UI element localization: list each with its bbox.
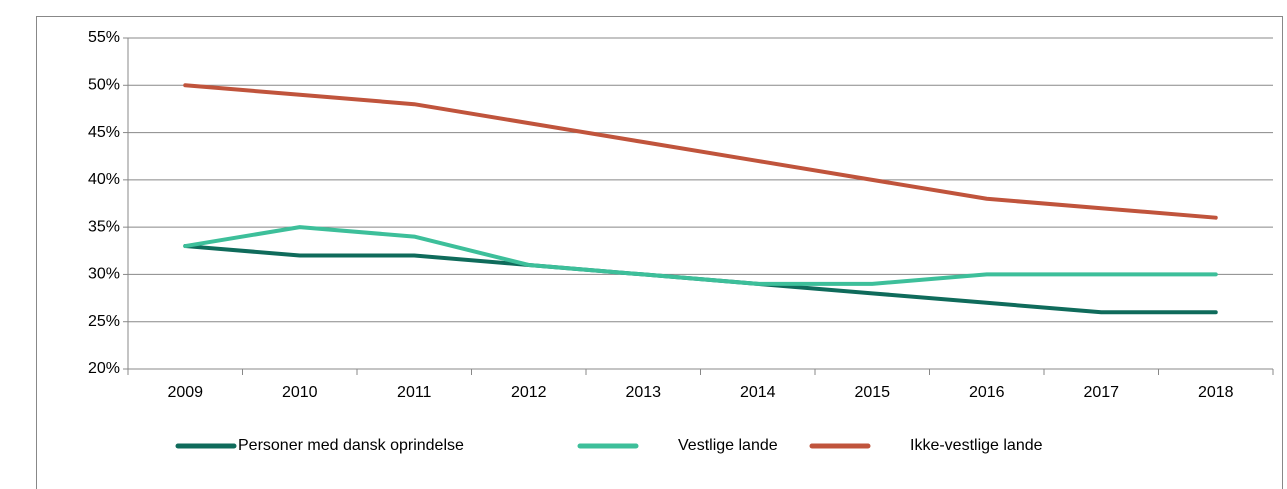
x-tick-label: 2009 <box>167 384 203 401</box>
legend-label: Vestlige lande <box>678 437 778 454</box>
legend-label: Personer med dansk oprindelse <box>238 437 464 454</box>
x-tick-label: 2016 <box>969 384 1005 401</box>
x-tick-label: 2015 <box>854 384 890 401</box>
series-line <box>183 225 1218 286</box>
y-tick-label: 30% <box>88 266 120 283</box>
y-tick-label: 40% <box>88 171 120 188</box>
x-tick-label: 2014 <box>740 384 776 401</box>
y-tick-label: 55% <box>88 29 120 46</box>
y-tick-label: 45% <box>88 124 120 141</box>
x-tick-label: 2010 <box>282 384 318 401</box>
x-tick-label: 2013 <box>625 384 661 401</box>
y-tick-label: 25% <box>88 313 120 330</box>
x-tick-label: 2018 <box>1198 384 1234 401</box>
y-tick-label: 20% <box>88 360 120 377</box>
y-tick-label: 50% <box>88 77 120 94</box>
series-line <box>183 83 1218 220</box>
legend-label: Ikke-vestlige lande <box>910 437 1043 454</box>
x-tick-label: 2012 <box>511 384 547 401</box>
x-tick-label: 2017 <box>1083 384 1119 401</box>
y-tick-label: 35% <box>88 218 120 235</box>
x-tick-label: 2011 <box>397 384 432 401</box>
